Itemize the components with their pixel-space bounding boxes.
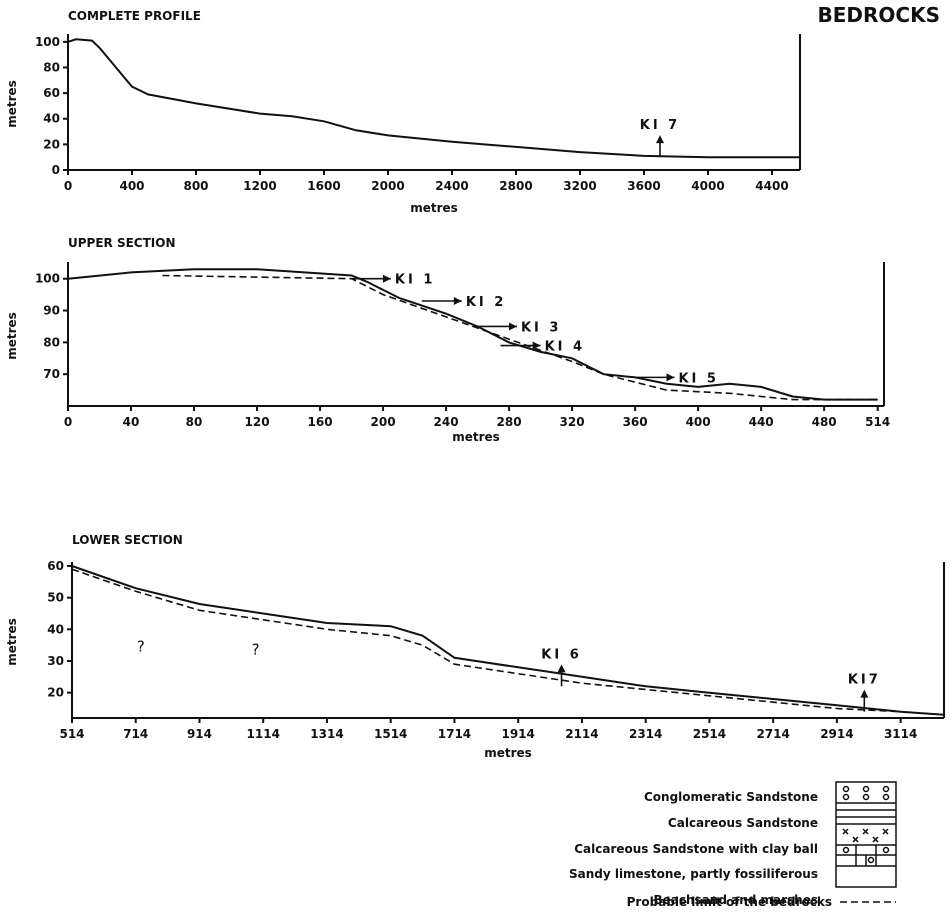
y-tick-label: 60 (47, 559, 64, 573)
chart-title: UPPER SECTION (68, 236, 176, 250)
annotation-label: ? (137, 638, 145, 656)
arrow-head (557, 664, 566, 673)
profile-line (71, 565, 945, 716)
x-tick-label: 240 (434, 415, 459, 429)
x-tick-label: 2914 (820, 727, 853, 741)
x-tick-label: 480 (812, 415, 837, 429)
x-tick-label: 1914 (501, 727, 534, 741)
x-tick-label: 360 (623, 415, 648, 429)
x-tick-label: 80 (186, 415, 203, 429)
arrow-head (666, 373, 675, 382)
x-tick-label: 2800 (499, 179, 532, 193)
x-tick-label: 800 (183, 179, 208, 193)
x-tick-label: 40 (123, 415, 140, 429)
x-tick-label: 1514 (374, 727, 407, 741)
chart-title: LOWER SECTION (72, 533, 183, 547)
x-tick-label: 0 (64, 179, 72, 193)
annotation-label: ? (252, 641, 260, 659)
legend-label: Conglomeratic Sandstone (644, 790, 818, 804)
legend-label: Beachsand and marshes (654, 893, 818, 907)
arrow-head (382, 274, 391, 283)
legend-label: Sandy limestone, partly fossiliferous (569, 867, 818, 881)
arrow-head (453, 297, 462, 305)
x-tick-label: 514 (865, 415, 890, 429)
x-tick-label: 280 (497, 415, 522, 429)
y-tick-label: 100 (35, 272, 60, 286)
y-tick-label: 20 (43, 137, 60, 151)
x-tick-label: 4000 (691, 179, 724, 193)
x-tick-label: 320 (560, 415, 585, 429)
y-tick-label: 90 (43, 304, 60, 318)
x-tick-label: 3600 (627, 179, 660, 193)
x-tick-label: 3200 (563, 179, 596, 193)
y-tick-label: 80 (43, 335, 60, 349)
x-axis-label: metres (410, 201, 458, 215)
annotation-label: KI 6 (541, 647, 581, 662)
legend-label: Probable limit of the bedrocks (627, 895, 832, 909)
y-tick-label: 50 (47, 591, 64, 605)
profile-line (67, 38, 800, 159)
x-tick-label: 1714 (438, 727, 471, 741)
legend-swatches (835, 781, 897, 903)
x-tick-label: 1200 (243, 179, 276, 193)
x-tick-label: 714 (123, 727, 148, 741)
bedrock-limit-line (162, 274, 878, 401)
arrow-head (860, 689, 869, 698)
y-axis-label: metres (5, 312, 19, 360)
x-tick-label: 1600 (307, 179, 340, 193)
x-tick-label: 1114 (247, 727, 280, 741)
legend-label: Calcareous Sandstone with clay ball (574, 842, 818, 856)
x-tick-label: 440 (749, 415, 774, 429)
x-tick-label: 2114 (565, 727, 598, 741)
y-tick-label: 30 (47, 654, 64, 668)
x-tick-label: 2714 (756, 727, 789, 741)
y-tick-label: 20 (47, 686, 64, 700)
x-tick-label: 160 (308, 415, 333, 429)
y-tick-label: 60 (43, 86, 60, 100)
arrow-head (532, 341, 541, 350)
annotation-label: KI 3 (521, 320, 561, 335)
x-tick-label: 514 (59, 727, 84, 741)
x-tick-label: 2000 (371, 179, 404, 193)
annotation-label: KI 2 (466, 295, 506, 310)
legend-label: Calcareous Sandstone (668, 816, 818, 830)
page-title: BEDROCKS (818, 3, 941, 27)
annotation-label: KI 1 (395, 273, 435, 288)
y-axis-label: metres (5, 618, 19, 666)
x-tick-label: 120 (245, 415, 270, 429)
arrow-head (508, 322, 517, 331)
x-tick-label: 1314 (310, 727, 343, 741)
chart-title: COMPLETE PROFILE (68, 9, 201, 23)
annotation-label: KI 7 (640, 118, 680, 133)
x-axis-label: metres (484, 746, 532, 760)
y-tick-label: 70 (43, 367, 60, 381)
x-tick-label: 400 (686, 415, 711, 429)
x-tick-label: 2514 (693, 727, 726, 741)
profile-line (67, 268, 878, 401)
y-tick-label: 100 (35, 35, 60, 49)
x-tick-label: 400 (119, 179, 144, 193)
x-tick-label: 0 (64, 415, 72, 429)
y-tick-label: 0 (52, 163, 60, 177)
x-tick-label: 3114 (884, 727, 917, 741)
y-axis-label: metres (5, 80, 19, 128)
x-tick-label: 200 (371, 415, 396, 429)
arrow-head (656, 135, 664, 144)
bedrock-limit-line (71, 568, 901, 713)
annotation-label: KI7 (848, 673, 881, 688)
x-tick-label: 2314 (629, 727, 662, 741)
y-tick-label: 40 (47, 622, 64, 636)
y-tick-label: 40 (43, 112, 60, 126)
x-tick-label: 4400 (755, 179, 788, 193)
x-axis-label: metres (452, 430, 500, 444)
annotation-label: KI 4 (545, 340, 585, 355)
x-tick-label: 914 (187, 727, 212, 741)
annotation-label: KI 5 (678, 371, 718, 386)
y-tick-label: 80 (43, 60, 60, 74)
x-tick-label: 2400 (435, 179, 468, 193)
